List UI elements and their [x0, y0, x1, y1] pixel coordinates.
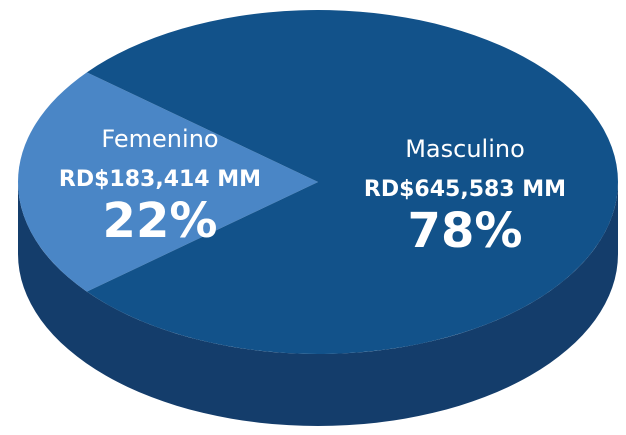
pie-slice	[17, 72, 319, 292]
slice-amount: RD$645,583 MM	[364, 177, 566, 202]
pie-side	[18, 182, 618, 426]
slice-name: Masculino	[405, 135, 525, 163]
pie-slice	[86, 9, 619, 355]
pie	[17, 9, 619, 426]
slice-amount: RD$183,414 MM	[59, 167, 261, 192]
slice-percent: 78%	[408, 203, 523, 259]
slice-percent: 22%	[103, 193, 218, 249]
slice-name: Femenino	[101, 125, 218, 153]
